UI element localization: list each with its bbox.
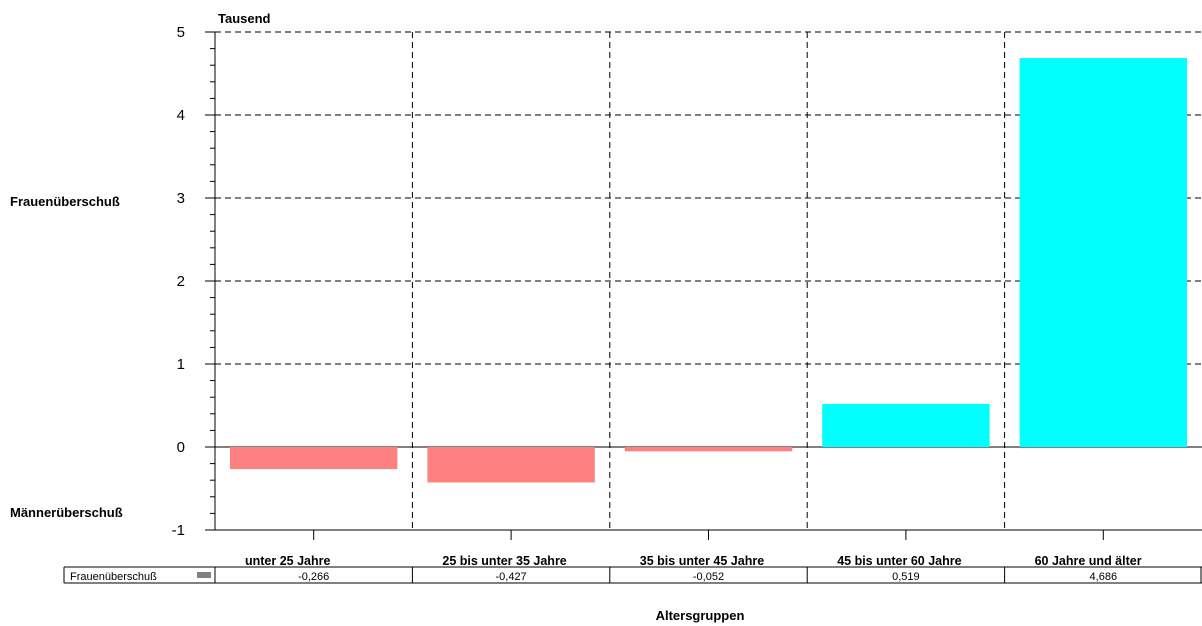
y-tick-label: 1 <box>177 356 185 373</box>
y-label-top: Frauenüberschuß <box>10 194 120 209</box>
y-label-bottom: Männerüberschuß <box>10 505 123 520</box>
legend-swatch <box>197 572 211 578</box>
bar <box>624 447 793 452</box>
category-label: 25 bis unter 35 Jahre <box>442 554 566 568</box>
x-axis-label: Altersgruppen <box>656 608 745 623</box>
data-label: -0,266 <box>298 571 329 583</box>
category-label: 45 bis unter 60 Jahre <box>837 554 961 568</box>
bar <box>230 447 398 470</box>
legend-entry: Frauenüberschuß <box>70 571 157 583</box>
data-label: 0,519 <box>892 571 920 583</box>
data-label: -0,052 <box>693 571 724 583</box>
bar <box>822 403 990 447</box>
unit-label: Tausend <box>218 11 271 26</box>
y-tick-label: 0 <box>177 439 185 456</box>
y-tick-label: 5 <box>177 24 185 41</box>
y-tick-label: -1 <box>172 522 185 539</box>
category-label: unter 25 Jahre <box>245 554 331 568</box>
y-tick-label: 4 <box>177 107 185 124</box>
y-tick-label: 3 <box>177 190 185 207</box>
bars <box>230 58 1187 483</box>
category-label: 35 bis unter 45 Jahre <box>640 554 764 568</box>
bar <box>427 447 595 483</box>
category-label: 60 Jahre und älter <box>1035 554 1142 568</box>
data-table: unter 25 Jahre 25 bis unter 35 Jahre 35 bi… <box>63 554 1202 584</box>
data-label: -0,427 <box>495 571 526 583</box>
data-label: 4,686 <box>1090 571 1118 583</box>
bar <box>1019 58 1187 447</box>
y-tick-label: 2 <box>177 273 185 290</box>
